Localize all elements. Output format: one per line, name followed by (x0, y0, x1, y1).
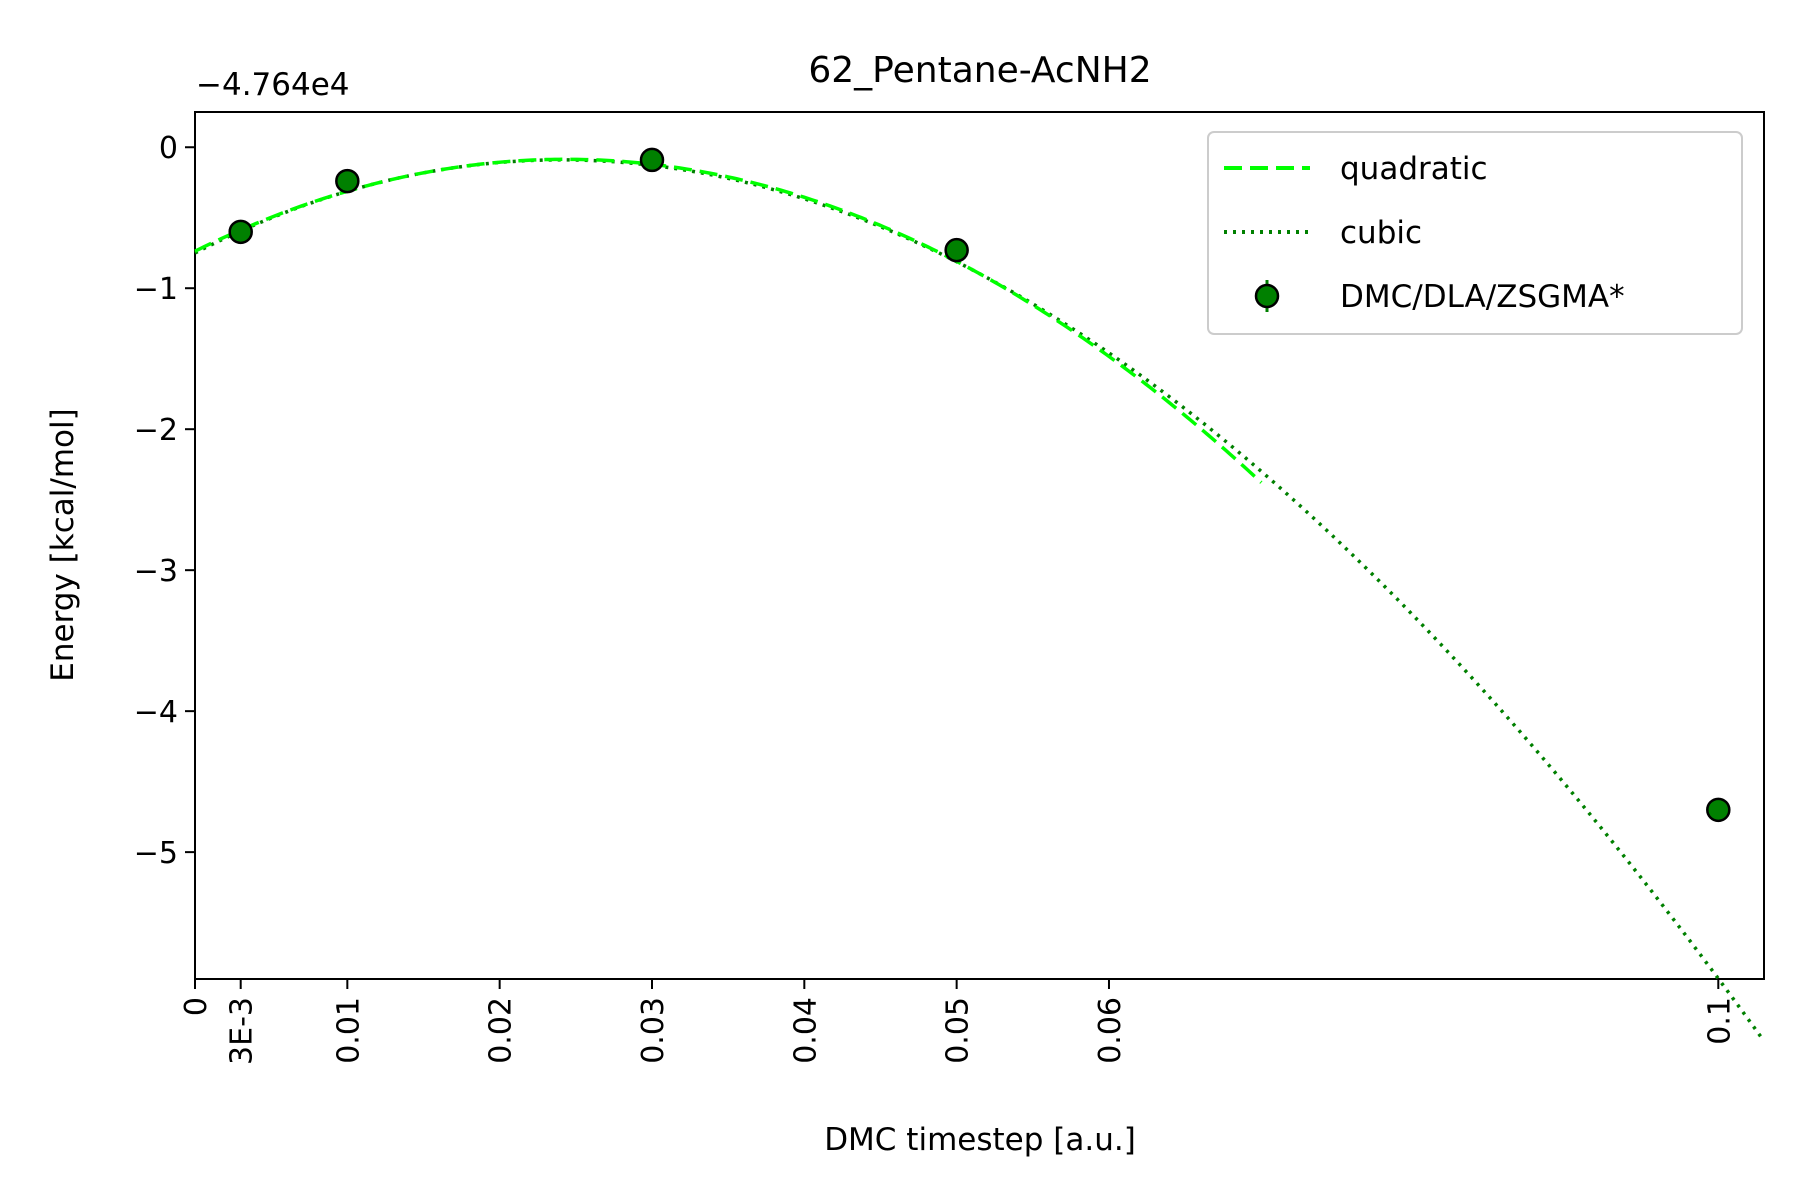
x-tick-label: 0 (179, 997, 214, 1016)
y-tick-label: −5 (134, 836, 178, 871)
legend: quadratic cubic DMC/DLA/ZSGMA* (1207, 131, 1743, 335)
x-tick-label: 0.1 (1702, 997, 1737, 1045)
y-tick-label: −3 (134, 554, 178, 589)
legend-frame (1207, 131, 1743, 335)
legend-quadratic-label: quadratic (1340, 151, 1488, 187)
dmc-data-point (944, 237, 969, 263)
series-layer (194, 157, 1766, 1043)
x-tick-label: 0.04 (788, 997, 823, 1064)
dmc-data-point (335, 168, 360, 194)
dmc-data-point (1706, 797, 1731, 823)
data-points (228, 147, 1731, 823)
y-offset-label: −4.764e4 (196, 67, 350, 103)
chart-title: 62_Pentane-AcNH2 (808, 50, 1151, 91)
x-tick-label: 0.03 (636, 997, 671, 1064)
legend-dmc-marker (1254, 283, 1280, 309)
legend-dmc-label: DMC/DLA/ZSGMA* (1340, 279, 1625, 315)
x-tick-label: 0.05 (941, 997, 976, 1064)
dmc-data-point (639, 147, 665, 173)
x-tick-label: 0.01 (331, 997, 366, 1064)
y-axis-label: Energy [kcal/mol] (45, 408, 81, 681)
quadratic-fit-line (194, 157, 1263, 484)
x-tick-label: 3E-3 (225, 997, 260, 1065)
y-tick-label: 0 (159, 131, 178, 166)
y-tick-label: −4 (134, 695, 178, 730)
plot-frame (194, 111, 1765, 980)
x-axis: 0 3E-3 0.01 0.02 0.03 0.04 0.05 0.06 0.1 (179, 979, 1737, 1065)
x-tick-label: 0.06 (1093, 997, 1128, 1064)
y-axis: 0 −1 −2 −3 −4 −5 (134, 131, 195, 871)
plot-area (194, 111, 1765, 980)
y-tick-label: −2 (134, 413, 178, 448)
x-tick-label: 0.02 (484, 997, 519, 1064)
y-tick-label: −1 (134, 272, 178, 307)
dmc-data-point (228, 219, 253, 245)
x-axis-label: DMC timestep [a.u.] (824, 1122, 1136, 1158)
legend-cubic-label: cubic (1340, 215, 1422, 251)
